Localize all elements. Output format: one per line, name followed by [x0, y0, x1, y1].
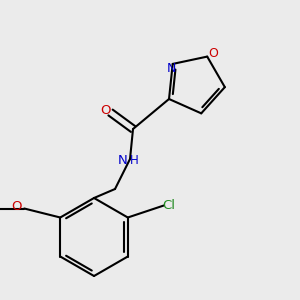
Text: Cl: Cl	[163, 199, 176, 212]
Text: H: H	[130, 154, 139, 167]
Text: N: N	[118, 154, 128, 167]
Text: O: O	[11, 200, 22, 214]
Text: O: O	[208, 47, 218, 60]
Text: N: N	[167, 62, 176, 75]
Text: O: O	[100, 103, 110, 117]
